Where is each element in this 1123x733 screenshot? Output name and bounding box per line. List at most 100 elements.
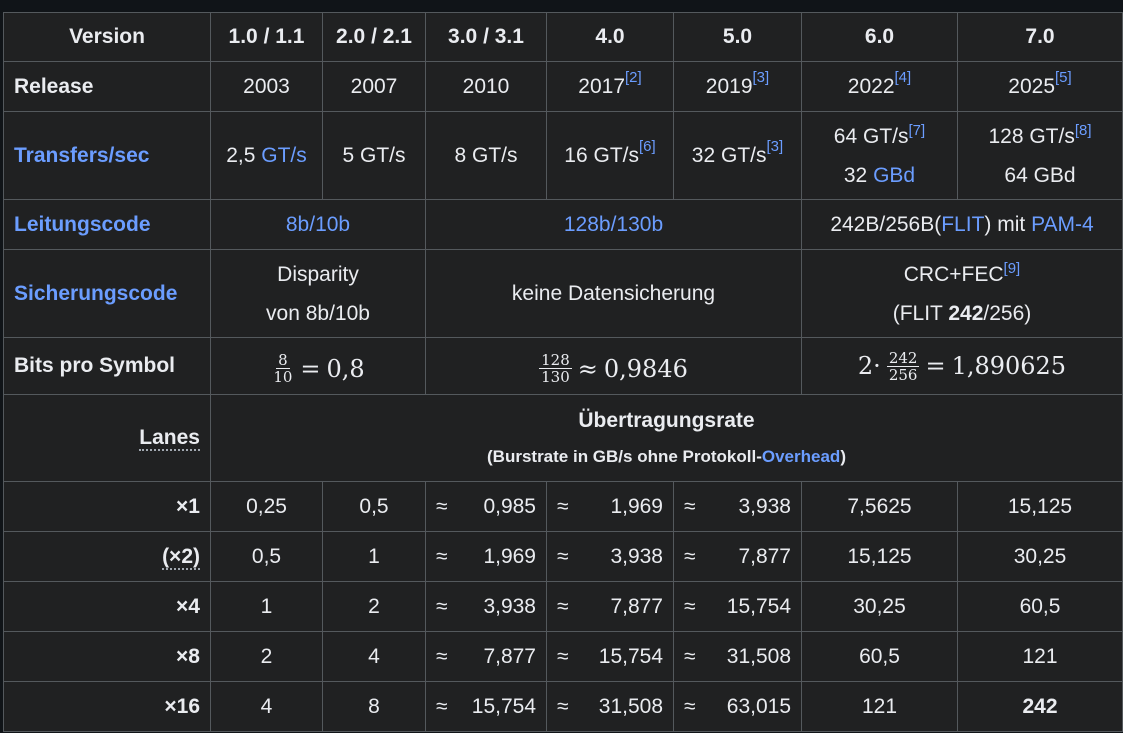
flit-link[interactable]: FLIT	[941, 212, 985, 236]
rate-cell: 4	[210, 681, 323, 732]
pam4-link[interactable]: PAM-4	[1031, 212, 1094, 236]
rate-cell: 30,25	[801, 581, 958, 632]
version-cell: 4.0	[546, 12, 674, 62]
rate-cell: ≈15,754	[673, 581, 802, 632]
lane-row: ×1 0,25 0,5 ≈0,985 ≈1,969 ≈3,938 7,5625 …	[3, 481, 1123, 532]
lane-row: ×16 4 8 ≈15,754 ≈31,508 ≈63,015 121 242	[3, 681, 1123, 732]
bits-formula: 2· 242 256 = 1,890625	[857, 348, 1067, 384]
reference-link[interactable]: [5]	[1055, 68, 1072, 86]
version-cell: 3.0 / 3.1	[425, 12, 547, 62]
version-cell: 7.0	[957, 12, 1123, 62]
rate-cell: 60,5	[957, 581, 1123, 632]
release-cell: 2010	[425, 61, 547, 112]
version-cell: 5.0	[673, 12, 802, 62]
rate-cell: ≈31,508	[546, 681, 674, 732]
128b130b-link[interactable]: 128b/130b	[563, 212, 664, 236]
lane-label: (×2)	[3, 531, 211, 582]
lane-label: ×4	[3, 581, 211, 632]
reference-link[interactable]: [3]	[766, 137, 784, 155]
lane-row: ×4 1 2 ≈3,938 ≈7,877 ≈15,754 30,25 60,5	[3, 581, 1123, 632]
rate-cell: ≈0,985	[425, 481, 547, 532]
reference-link[interactable]: [4]	[894, 68, 912, 86]
rate-title: Übertragungsrate	[578, 409, 755, 432]
reference-link[interactable]: [6]	[639, 137, 656, 155]
transfers-cell: 2,5 GT/s	[210, 111, 323, 200]
leitungscode-link[interactable]: Leitungscode	[14, 212, 151, 236]
rate-subtitle: (Burstrate in GB/s ohne Protokoll-Overhe…	[487, 447, 846, 466]
bits-cell: 2· 242 256 = 1,890625	[801, 337, 1123, 395]
rate-cell: 60,5	[801, 631, 958, 682]
transfers-link[interactable]: Transfers/sec	[14, 143, 150, 167]
rate-cell: ≈7,877	[546, 581, 674, 632]
rate-cell: 15,125	[801, 531, 958, 582]
leitungscode-cell: 8b/10b	[210, 199, 426, 250]
lane-row: (×2) 0,5 1 ≈1,969 ≈3,938 ≈7,877 15,125 3…	[3, 531, 1123, 582]
transfers-row: Transfers/sec 2,5 GT/s 5 GT/s 8 GT/s 16 …	[3, 111, 1123, 200]
transfers-cell: 32 GT/s[3]	[673, 111, 802, 200]
leitungscode-header: Leitungscode	[3, 199, 211, 250]
version-cell: 6.0	[801, 12, 958, 62]
bits-row: Bits pro Symbol 8 10 = 0,8 128 130 ≈0,9846 …	[3, 337, 1123, 395]
rate-cell: ≈15,754	[546, 631, 674, 682]
sicherungscode-cell: keine Datensicherung	[425, 249, 802, 338]
release-row: Release 2003 2007 2010 2017[2] 2019[3] 2…	[3, 61, 1123, 112]
bits-cell: 128 130 ≈0,9846	[425, 337, 802, 395]
rate-cell: 121	[801, 681, 958, 732]
rate-cell: 2	[322, 581, 426, 632]
rate-cell: 15,125	[957, 481, 1123, 532]
rate-cell: 0,25	[210, 481, 323, 532]
lane-label: ×1	[3, 481, 211, 532]
rate-cell: 2	[210, 631, 323, 682]
release-cell: 2022[4]	[801, 61, 958, 112]
rate-cell: 0,5	[210, 531, 323, 582]
release-header: Release	[3, 61, 211, 112]
reference-link[interactable]: [8]	[1074, 121, 1092, 139]
lane-label: ×16	[3, 681, 211, 732]
leitungscode-row: Leitungscode 8b/10b 128b/130b 242B/256B(…	[3, 199, 1123, 250]
bits-header: Bits pro Symbol	[3, 337, 211, 395]
8b10b-link[interactable]: 8b/10b	[285, 212, 351, 236]
transfers-cell: 5 GT/s	[322, 111, 426, 200]
lanes-label: Lanes	[139, 426, 200, 451]
sicherungscode-cell: Disparity von 8b/10b	[210, 249, 426, 338]
rate-cell: 1	[210, 581, 323, 632]
lane-row: ×8 2 4 ≈7,877 ≈15,754 ≈31,508 60,5 121	[3, 631, 1123, 682]
gbd-link[interactable]: GBd	[873, 163, 916, 187]
version-header: Version	[3, 12, 211, 62]
sicherungscode-header: Sicherungscode	[3, 249, 211, 338]
rate-cell: ≈63,015	[673, 681, 802, 732]
sicherungscode-link[interactable]: Sicherungscode	[14, 281, 178, 305]
release-cell: 2003	[210, 61, 323, 112]
overhead-link[interactable]: Overhead	[761, 447, 841, 466]
version-row: Version 1.0 / 1.1 2.0 / 2.1 3.0 / 3.1 4.…	[3, 12, 1123, 62]
rate-cell: ≈7,877	[425, 631, 547, 682]
transfers-cell: 128 GT/s[8] 64 GBd	[957, 111, 1123, 200]
rate-cell: ≈15,754	[425, 681, 547, 732]
reference-link[interactable]: [2]	[625, 68, 642, 86]
bits-formula: 8 10 = 0,8	[273, 351, 365, 386]
lanes-header: Lanes	[3, 394, 211, 482]
rate-cell: ≈1,969	[546, 481, 674, 532]
reference-link[interactable]: [3]	[752, 68, 770, 86]
pcie-versions-table: Version 1.0 / 1.1 2.0 / 2.1 3.0 / 3.1 4.…	[3, 12, 1123, 732]
release-cell: 2017[2]	[546, 61, 674, 112]
rate-cell: ≈31,508	[673, 631, 802, 682]
transfers-cell: 8 GT/s	[425, 111, 547, 200]
rate-cell: ≈3,938	[546, 531, 674, 582]
version-cell: 1.0 / 1.1	[210, 12, 323, 62]
rate-cell: 242	[957, 681, 1123, 732]
rate-cell: ≈3,938	[673, 481, 802, 532]
version-cell: 2.0 / 2.1	[322, 12, 426, 62]
transfers-cell: 16 GT/s[6]	[546, 111, 674, 200]
leitungscode-cell: 242B/256B(FLIT) mit PAM-4	[801, 199, 1123, 250]
transfers-cell: 64 GT/s[7] 32 GBd	[801, 111, 958, 200]
rate-cell: 8	[322, 681, 426, 732]
rate-cell: ≈1,969	[425, 531, 547, 582]
gts-link[interactable]: GT/s	[261, 143, 307, 167]
rate-cell: 121	[957, 631, 1123, 682]
reference-link[interactable]: [9]	[1003, 259, 1021, 277]
transfers-header: Transfers/sec	[3, 111, 211, 200]
rate-cell: ≈7,877	[673, 531, 802, 582]
release-cell: 2025[5]	[957, 61, 1123, 112]
reference-link[interactable]: [7]	[908, 121, 926, 139]
